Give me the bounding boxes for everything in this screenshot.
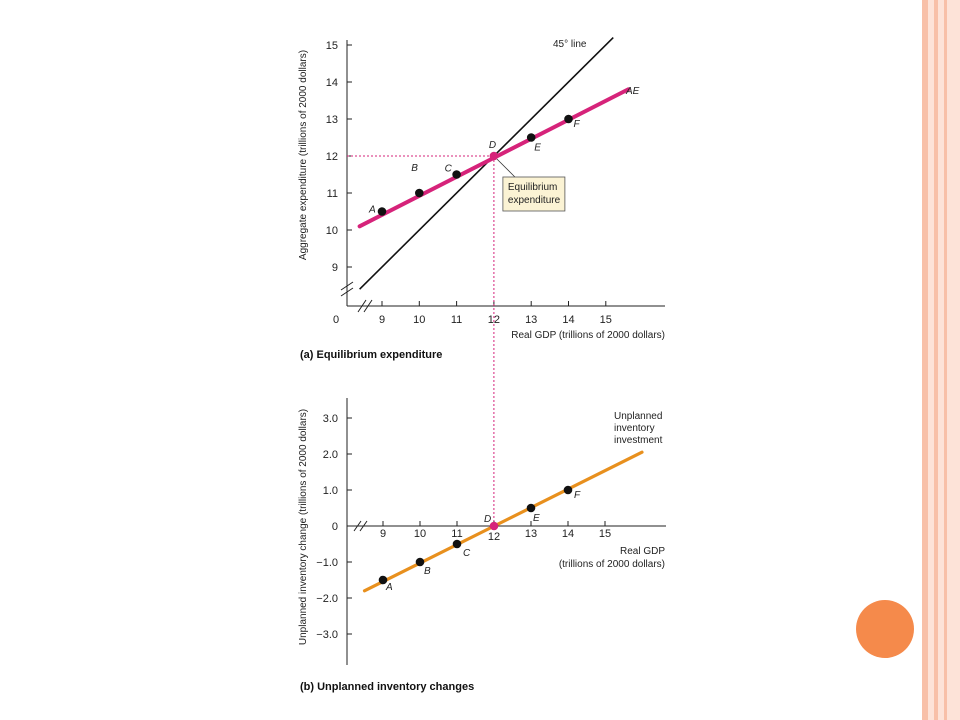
chart-a-annotation-leader — [496, 158, 516, 178]
chart-a-y-axis-break — [340, 281, 354, 297]
chart-b-y-tick-label-6: −3.0 — [316, 629, 338, 641]
chart-a-point-f — [564, 114, 573, 124]
chart-b-y-tick-label-4: −1.0 — [316, 557, 338, 569]
chart-b-y-tick-label-3: 0 — [332, 521, 338, 533]
chart-a-x-tick-label-9: 9 — [379, 314, 385, 326]
chart-b-point-label-b: B — [424, 566, 431, 577]
chart-a-point-label-d: D — [489, 140, 496, 151]
chart-b-point-label-e: E — [533, 513, 540, 524]
chart-a-45-line-label: 45° line — [553, 39, 587, 50]
chart-b-x-tick-label-11: 11 — [451, 528, 462, 540]
right-border-stripe-2 — [934, 0, 938, 720]
chart-b-series-label-line-1: Unplanned — [614, 411, 662, 422]
chart-b-y-tick-label-2: 1.0 — [323, 485, 338, 497]
chart-a-ae-label: AE — [625, 86, 640, 97]
chart-a-annotation-box — [502, 176, 566, 212]
chart-a-y-axis-label: Aggregate expenditure (trillions of 2000… — [298, 50, 309, 260]
chart-a-y-tick-label-9: 9 — [332, 262, 338, 274]
chart-a-x-tick-label-10: 10 — [413, 314, 425, 326]
chart-b-x-axis-label-line-1: Real GDP — [620, 546, 665, 557]
chart-b-point-d — [489, 521, 499, 531]
right-border-stripe-1 — [922, 0, 928, 720]
chart-b-y-axis-label: Unplanned inventory change (trillions of… — [298, 409, 309, 645]
chart-a-point-label-e: E — [534, 143, 541, 154]
chart-b-point-c — [452, 539, 462, 549]
chart-a-y-tick-label-13: 13 — [326, 114, 338, 126]
chart-a-x-tick-label-13: 13 — [525, 314, 537, 326]
chart-b-point-a — [378, 575, 388, 585]
right-border-stripe-3 — [944, 0, 947, 720]
chart-b-point-b — [415, 557, 425, 567]
chart-a-x-axis-break — [357, 299, 373, 313]
chart-b-point-f — [563, 485, 573, 495]
chart-b-x-axis-break — [353, 520, 368, 532]
chart-b-point-label-f: F — [574, 490, 581, 501]
chart-a-annotation-line-2: expenditure — [508, 195, 561, 206]
chart-a-point-label-b: B — [411, 163, 418, 174]
chart-a-point-d — [489, 151, 499, 161]
chart-b-point-label-d: D — [484, 514, 491, 525]
chart-b-x-tick-label-10: 10 — [414, 528, 426, 540]
chart-b-caption: (b) Unplanned inventory changes — [300, 681, 474, 693]
chart-b-x-tick-label-15: 15 — [599, 528, 611, 540]
chart-a-point-b — [415, 188, 424, 198]
chart-b-y-tick-label-1: 2.0 — [323, 449, 338, 461]
chart-a-point-e — [526, 133, 536, 142]
chart-a-y-tick-label-14: 14 — [326, 77, 338, 89]
chart-a-y-tick-label-12: 12 — [326, 151, 338, 163]
chart-b-x-axis-label-line-2: (trillions of 2000 dollars) — [559, 559, 665, 570]
chart-b-point-label-a: A — [385, 582, 393, 593]
chart-b-x-tick-label-14: 14 — [562, 528, 574, 540]
chart-b-series-label-line-2: inventory — [614, 423, 655, 434]
chart-a-y-tick-label-15: 15 — [326, 40, 338, 52]
chart-b-y-tick-label-0: 3.0 — [323, 413, 338, 425]
chart-a-point-label-f: F — [574, 119, 581, 130]
chart-a-annotation-line-1: Equilibrium — [508, 182, 557, 193]
chart-b-y-tick-label-5: −2.0 — [316, 593, 338, 605]
chart-a-x-tick-label-14: 14 — [562, 314, 574, 326]
right-border-light — [922, 0, 960, 720]
chart-b-x-tick-label-12: 12 — [488, 531, 500, 543]
chart-a-point-label-a: A — [368, 205, 376, 216]
accent-circle — [856, 600, 914, 658]
chart-a-x-axis-label: Real GDP (trillions of 2000 dollars) — [511, 330, 665, 341]
chart-a-point-a — [377, 207, 387, 216]
chart-b-x-tick-label-13: 13 — [525, 528, 537, 540]
chart-b-point-e — [526, 503, 536, 513]
chart-a-caption: (a) Equilibrium expenditure — [300, 349, 442, 361]
chart-b-x-tick-label-9: 9 — [380, 528, 386, 540]
chart-b-point-label-c: C — [463, 548, 471, 559]
chart-a-y-tick-label-10: 10 — [326, 225, 338, 237]
chart-a-point-c — [452, 170, 461, 179]
chart-b-inventory-line — [362, 450, 644, 593]
chart-a-x-tick-label-15: 15 — [600, 314, 612, 326]
chart-a-y-tick-label-11: 11 — [327, 188, 338, 200]
chart-b-series-label-line-3: investment — [614, 435, 663, 446]
chart-a-x-tick-label-11: 11 — [451, 314, 462, 326]
chart-a-x-tick-label-0: 0 — [333, 314, 339, 326]
chart-a-point-label-c: C — [445, 164, 453, 175]
